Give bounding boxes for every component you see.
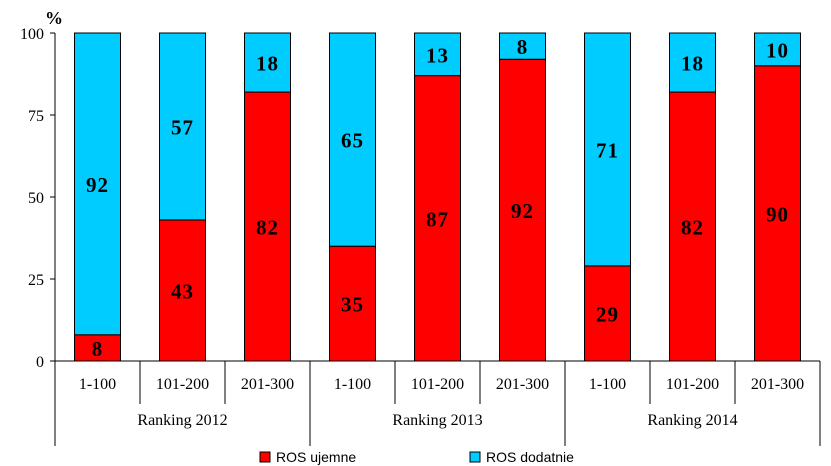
bar-ros-ujemne [329,245,376,362]
legend-swatch [469,451,481,463]
bar-ros-ujemne [414,75,461,362]
bar-ros-ujemne [159,219,206,362]
legend-item: ROS ujemne [259,449,356,465]
legend-item: ROS dodatnie [469,449,574,465]
bar-ros-ujemne [754,65,801,362]
bar-ros-ujemne [244,91,291,362]
data-label-ros-dodatnie: 18 [256,52,279,76]
bar-ros-dodatnie [159,32,206,221]
bar-ros-ujemne [584,265,631,362]
category-label: 201-300 [241,376,294,393]
data-label-ros-ujemne: 35 [341,293,364,317]
data-label-ros-dodatnie: 65 [341,129,364,153]
y-unit-label: % [45,8,63,28]
legend-swatch [259,451,271,463]
bars [74,32,801,362]
y-tick-label: 100 [20,26,44,43]
bar-ros-dodatnie [74,32,121,336]
data-label-ros-ujemne: 29 [596,302,619,326]
data-label-ros-dodatnie: 71 [596,138,619,162]
data-label-ros-dodatnie: 92 [86,173,109,197]
category-label: 101-200 [666,376,719,393]
y-tick-label: 50 [28,190,44,207]
bar-ros-dodatnie [669,32,716,93]
bar-ros-dodatnie [754,32,801,67]
data-label-ros-ujemne: 82 [256,216,279,240]
category-label: 101-200 [411,376,464,393]
category-label: 101-200 [156,376,209,393]
category-label: 201-300 [751,376,804,393]
y-tick-label: 0 [36,354,44,371]
data-label-ros-ujemne: 43 [171,279,194,303]
group-label: Ranking 2014 [647,412,737,429]
category-label: 1-100 [589,376,626,393]
data-label-ros-dodatnie: 57 [171,115,194,139]
bar-ros-dodatnie [329,32,376,247]
y-tick-label: 25 [28,272,44,289]
data-label-ros-ujemne: 92 [511,199,534,223]
data-label-ros-dodatnie: 10 [766,38,789,62]
data-label-ros-ujemne: 8 [92,337,104,361]
bar-ros-dodatnie [499,32,546,60]
data-label-ros-dodatnie: 8 [517,35,529,59]
bar-ros-ujemne [499,58,546,362]
group-label: Ranking 2013 [392,412,482,429]
data-label-ros-ujemne: 87 [426,207,449,231]
bar-ros-ujemne [669,91,716,362]
bar-ros-dodatnie [584,32,631,267]
bar-ros-dodatnie [414,32,461,77]
legend-label: ROS dodatnie [486,449,574,465]
x-axis-labels: Ranking 2012 1-100 101-200 201-300 Ranking 2… [79,376,804,429]
legend: ROS ujemne ROS dodatnie [259,449,574,465]
legend-label: ROS ujemne [276,449,356,465]
category-label: 201-300 [496,376,549,393]
category-label: 1-100 [79,376,116,393]
y-tick-label: 75 [28,108,44,125]
bar-ros-dodatnie [244,32,291,93]
group-label: Ranking 2012 [137,412,227,429]
category-label: 1-100 [334,376,371,393]
data-label-ros-ujemne: 90 [766,202,789,226]
data-label-ros-dodatnie: 18 [681,52,704,76]
data-label-ros-dodatnie: 13 [426,43,449,67]
data-labels: 8 92 43 57 82 18 35 65 87 13 92 8 29 71 82 18 90 10 [86,35,789,361]
bar-ros-ujemne [74,334,121,362]
data-label-ros-ujemne: 82 [681,216,704,240]
